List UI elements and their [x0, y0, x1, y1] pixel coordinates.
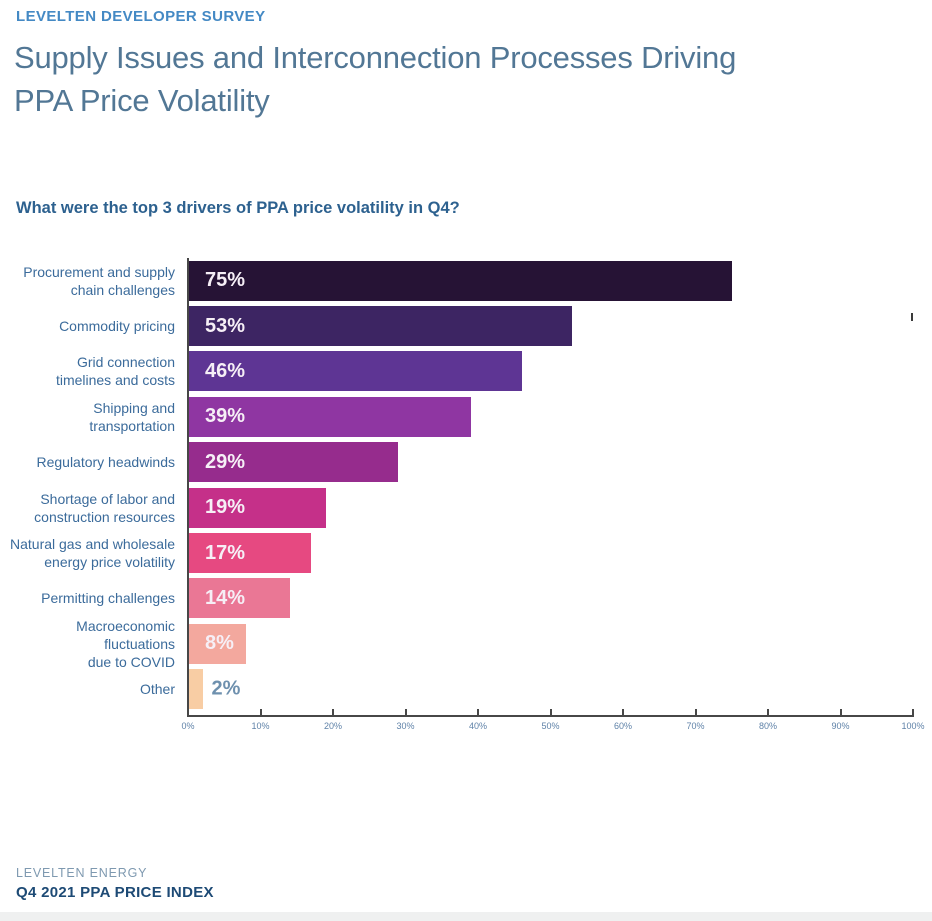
category-label: Regulatory headwinds [36, 454, 175, 471]
bar-row: Regulatory headwinds 29% [0, 440, 932, 485]
x-axis-tick-label: 10% [251, 721, 270, 731]
x-axis-tick-mark [767, 709, 769, 715]
bar: 46% [188, 351, 522, 392]
bar-row: Procurement and supply chain challenges 7… [0, 258, 932, 303]
bar: 17% [188, 533, 312, 574]
bar-value-label: 39% [205, 405, 246, 428]
bar-row: Shortage of labor and construction resou… [0, 485, 932, 530]
category-label: Natural gas and wholesale energy price v… [10, 536, 175, 571]
category-label: Permitting challenges [41, 590, 175, 607]
bar-value-label: 14% [205, 586, 246, 609]
x-axis-tick-label: 70% [686, 721, 705, 731]
x-axis-tick-label: 0% [181, 721, 195, 731]
bar-rows: Procurement and supply chain challenges 7… [0, 258, 932, 712]
bar-area: 14% [188, 578, 913, 619]
bar-area: 46% [188, 351, 913, 392]
x-axis-tick-label: 30% [396, 721, 415, 731]
bar: 39% [188, 396, 471, 437]
bar-value-label: 8% [205, 632, 234, 655]
x-axis-tick-label: 90% [831, 721, 850, 731]
bar: 14% [188, 578, 290, 619]
x-axis-tick-label: 50% [541, 721, 560, 731]
bar-area: 75% [188, 260, 913, 301]
category-label: Macroeconomic fluctuations due to COVID [76, 617, 175, 670]
category-label: Procurement and supply chain challenges [23, 263, 175, 298]
x-axis-tick-label: 80% [758, 721, 778, 731]
bar-row: Natural gas and wholesale energy price v… [0, 530, 932, 575]
chart-question-title: What were the top 3 drivers of PPA price… [16, 199, 460, 217]
bar-area: 39% [188, 396, 913, 437]
bar-area: 8% [188, 623, 913, 664]
bar-area: 29% [188, 442, 913, 483]
x-axis-line [187, 715, 914, 717]
bar-area: 17% [188, 533, 913, 574]
category-label: Commodity pricing [59, 318, 175, 335]
x-axis-tick-label: 60% [613, 721, 633, 731]
bar-row: Other 2% [0, 667, 932, 712]
bar-chart: Procurement and supply chain challenges 7… [0, 258, 932, 712]
bar: 75% [188, 260, 732, 301]
bar: 29% [188, 442, 399, 483]
x-axis-tick-mark [839, 709, 842, 715]
footer-report-title: Q4 2021 PPA PRICE INDEX [16, 884, 214, 901]
bar-value-label: 19% [205, 496, 246, 519]
category-label: Shortage of labor and construction resou… [34, 490, 175, 525]
y-axis-line [187, 258, 189, 716]
category-label: Other [139, 681, 175, 698]
x-axis-tick-mark [549, 709, 552, 715]
x-axis-tick-label: 20% [323, 721, 343, 731]
bar-area: 53% [188, 306, 913, 347]
stray-mark [911, 313, 913, 321]
bar-value-label: 29% [205, 450, 246, 473]
bar [188, 669, 203, 710]
bar-area: 19% [188, 487, 913, 528]
x-axis-tick-label: 40% [468, 721, 488, 731]
bar-value-label: 75% [205, 269, 246, 292]
x-axis-tick-mark [912, 709, 914, 715]
bottom-divider-strip [0, 912, 932, 921]
bar: 53% [188, 306, 573, 347]
bar: 19% [188, 487, 326, 528]
bar-row: Permitting challenges 14% [0, 576, 932, 621]
bar-row: Macroeconomic fluctuations due to COVID 8… [0, 618, 932, 670]
x-axis-tick-mark [332, 709, 334, 715]
x-axis-tick-mark [259, 709, 262, 715]
footer-brand: LEVELTEN ENERGY [16, 866, 148, 880]
bar-value-label: 2% [211, 677, 241, 700]
x-axis-tick-label: 100% [901, 721, 925, 731]
x-axis-tick-mark [694, 709, 697, 715]
category-label: Shipping and transportation [89, 399, 175, 434]
bar-value-label: 53% [205, 314, 246, 337]
bar-value-label: 17% [205, 541, 246, 564]
bar-row: Shipping and transportation 39% [0, 394, 932, 439]
bar-row: Commodity pricing 53% [0, 303, 932, 348]
page-title: Supply Issues and Interconnection Proces… [14, 40, 737, 118]
bar-row: Grid connection timelines and costs 46% [0, 349, 932, 394]
x-axis-tick-mark [477, 709, 479, 715]
survey-eyebrow: LEVELTEN DEVELOPER SURVEY [16, 8, 266, 25]
bar: 8% [188, 623, 246, 664]
bar-area: 2% [188, 669, 913, 710]
x-axis-tick-mark [622, 709, 624, 715]
category-label: Grid connection timelines and costs [55, 354, 175, 389]
x-axis-tick-mark [404, 709, 407, 715]
bar-value-label: 46% [205, 359, 246, 382]
